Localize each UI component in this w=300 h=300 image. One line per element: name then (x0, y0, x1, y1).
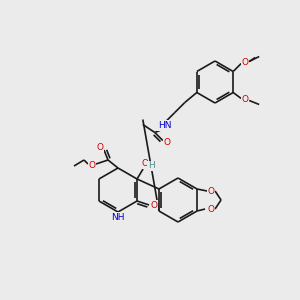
Text: HN: HN (158, 121, 172, 130)
Text: O: O (97, 143, 104, 152)
Text: O: O (151, 200, 158, 209)
Text: H: H (148, 161, 154, 170)
Text: O: O (242, 58, 249, 67)
Text: O: O (208, 187, 214, 196)
Text: O: O (163, 138, 170, 147)
Text: NH: NH (111, 212, 125, 221)
Text: O: O (88, 161, 95, 170)
Text: O: O (142, 160, 148, 169)
Text: O: O (242, 95, 249, 104)
Text: O: O (208, 205, 214, 214)
